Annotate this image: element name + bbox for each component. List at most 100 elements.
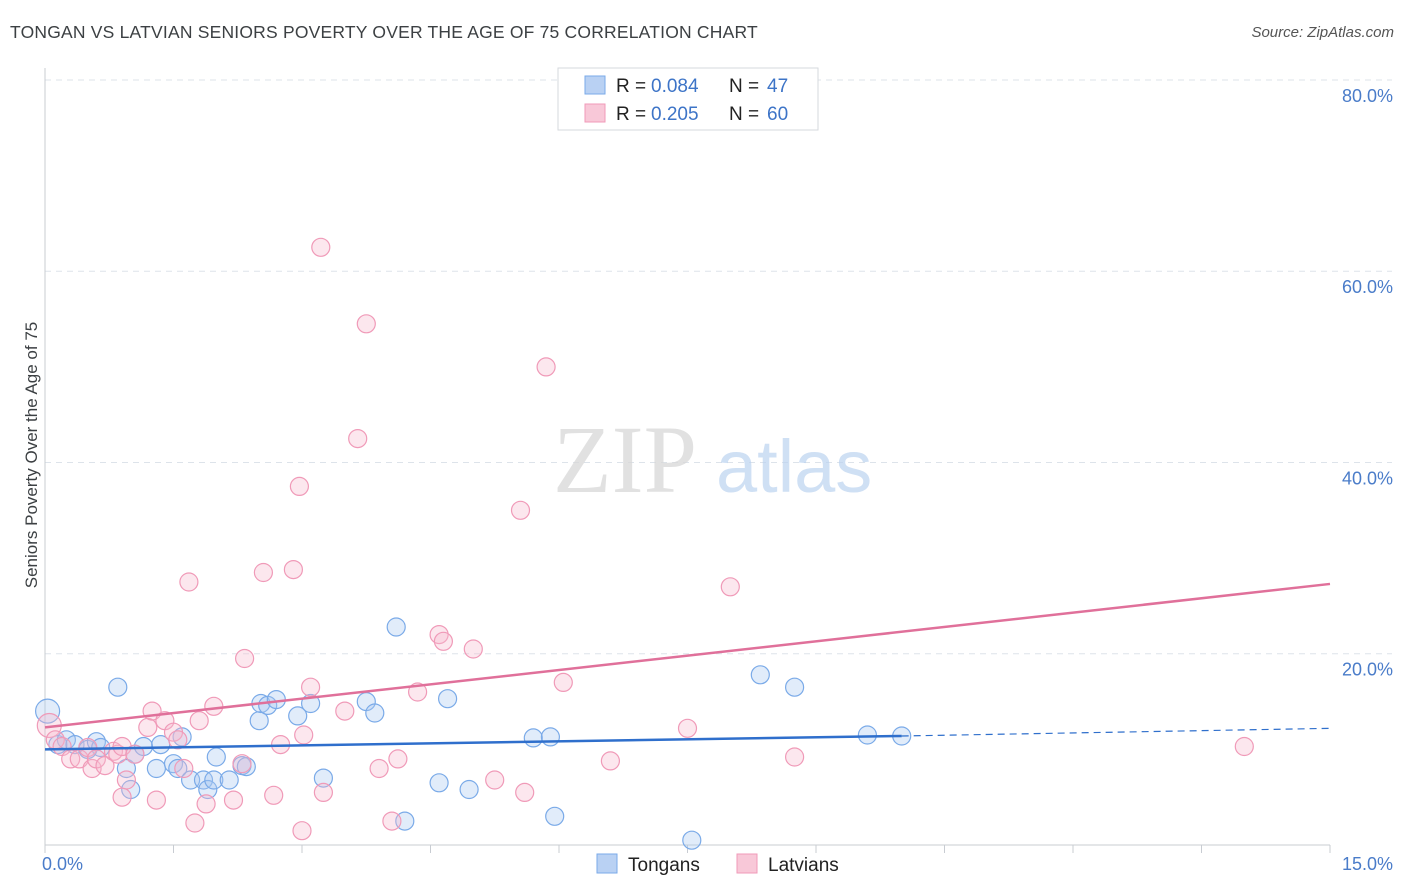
point-latvians-49 xyxy=(510,500,531,520)
point-latvians-53 xyxy=(600,751,621,771)
point-latvians-54 xyxy=(677,718,698,738)
point-latvians-50 xyxy=(515,782,535,803)
legend-n-value-latvians: 60 xyxy=(767,104,788,125)
point-latvians-36 xyxy=(311,237,331,257)
legend-n-label-latvians: N = xyxy=(729,104,759,125)
point-latvians-20 xyxy=(174,758,194,779)
y-axis-label: Seniors Poverty Over the Age of 75 xyxy=(22,322,41,588)
x-tick-label-max: 15.0% xyxy=(1342,854,1393,874)
series-legend-swatch-tongans xyxy=(596,853,618,874)
point-tongans-19 xyxy=(198,779,218,800)
point-latvians-51 xyxy=(536,357,556,377)
point-latvians-56 xyxy=(784,747,805,767)
x-tick-label-min: 0.0% xyxy=(42,854,83,874)
point-tongans-41 xyxy=(545,806,565,826)
legend-r-label-tongans: R = xyxy=(616,76,646,97)
grid-lines xyxy=(45,79,1392,655)
point-latvians-26 xyxy=(223,790,244,810)
point-latvians-34 xyxy=(292,821,312,841)
legend-n-value-tongans: 47 xyxy=(767,76,788,97)
legend-r-label-latvians: R = xyxy=(616,104,646,125)
watermark: ZIP atlas xyxy=(553,406,872,513)
x-tick-labels: 0.0% 15.0% xyxy=(42,854,1393,874)
point-tongans-38 xyxy=(459,779,479,800)
point-tongans-45 xyxy=(857,725,878,745)
legend-n-label-tongans: N = xyxy=(729,76,759,97)
point-tongans-8 xyxy=(116,758,137,779)
point-latvians-43 xyxy=(388,749,408,769)
x-ticks xyxy=(44,845,1331,853)
point-latvians-40 xyxy=(369,758,389,779)
point-latvians-16 xyxy=(146,790,166,810)
point-tongans-44 xyxy=(784,677,805,697)
legend-r-value-latvians: 0.205 xyxy=(651,104,699,125)
point-latvians-38 xyxy=(335,701,355,721)
data-points xyxy=(34,237,1254,850)
point-latvians-55 xyxy=(720,577,740,597)
point-tongans-12 xyxy=(146,758,166,779)
watermark-atlas: atlas xyxy=(716,425,872,508)
point-latvians-27 xyxy=(232,754,252,774)
legend-r-value-tongans: 0.084 xyxy=(651,76,699,97)
point-latvians-37 xyxy=(313,782,333,803)
trend-lines xyxy=(44,582,1331,751)
point-latvians-39 xyxy=(356,314,376,334)
y-tick-labels: 20.0% 40.0% 60.0% 80.0% xyxy=(1342,86,1393,680)
trend-line-tongans-extension xyxy=(901,727,1331,737)
point-tongans-39 xyxy=(523,728,543,748)
point-tongans-40 xyxy=(540,727,561,747)
series-legend-label-tongans: Tongans xyxy=(628,855,700,876)
point-latvians-46 xyxy=(433,631,453,651)
point-latvians-47 xyxy=(463,639,483,659)
point-latvians-57 xyxy=(1234,736,1254,757)
point-tongans-33 xyxy=(365,703,385,723)
point-tongans-20 xyxy=(204,770,224,790)
point-tongans-29 xyxy=(288,706,308,726)
series-legend: Tongans Latvians xyxy=(596,853,839,876)
point-tongans-37 xyxy=(438,689,458,709)
point-tongans-22 xyxy=(219,770,239,790)
y-tick-label-40: 40.0% xyxy=(1342,468,1393,488)
point-latvians-48 xyxy=(485,770,505,790)
point-latvians-32 xyxy=(283,559,303,580)
series-legend-swatch-latvians xyxy=(736,853,758,874)
y-tick-label-20: 20.0% xyxy=(1342,660,1393,680)
point-latvians-42 xyxy=(382,811,402,831)
point-tongans-34 xyxy=(386,617,406,637)
point-latvians-19 xyxy=(168,730,188,750)
point-tongans-15 xyxy=(168,758,188,779)
chart-source: Source: ZipAtlas.com xyxy=(1251,24,1394,41)
point-latvians-22 xyxy=(185,813,205,833)
point-latvians-41 xyxy=(348,429,368,449)
trend-line-tongans xyxy=(44,734,902,751)
point-tongans-31 xyxy=(313,768,333,788)
point-tongans-36 xyxy=(429,773,449,793)
point-tongans-18 xyxy=(193,770,214,790)
point-latvians-24 xyxy=(196,794,216,814)
watermark-zip: ZIP xyxy=(553,406,697,513)
point-latvians-28 xyxy=(235,648,255,669)
legend-swatch-latvians xyxy=(584,103,606,123)
point-latvians-30 xyxy=(264,785,284,805)
point-latvians-8 xyxy=(95,755,115,776)
point-latvians-12 xyxy=(116,770,137,790)
series-legend-label-latvians: Latvians xyxy=(768,855,839,876)
point-latvians-13 xyxy=(125,744,145,764)
point-latvians-59 xyxy=(112,787,132,807)
point-latvians-33 xyxy=(289,476,309,496)
legend-swatch-tongans xyxy=(584,75,606,95)
point-tongans-21 xyxy=(206,747,226,767)
point-tongans-0 xyxy=(34,698,61,724)
y-tick-label-60: 60.0% xyxy=(1342,277,1393,297)
chart-title: TONGAN VS LATVIAN SENIORS POVERTY OVER T… xyxy=(10,22,758,42)
point-latvians-21 xyxy=(179,572,199,592)
point-latvians-29 xyxy=(253,562,273,583)
point-tongans-7 xyxy=(108,677,128,697)
point-tongans-28 xyxy=(266,689,286,710)
legend-box: R = 0.084 N = 47 R = 0.205 N = 60 xyxy=(557,67,819,131)
y-tick-label-80: 80.0% xyxy=(1342,86,1393,106)
point-latvians-23 xyxy=(189,711,209,731)
point-latvians-25 xyxy=(204,696,224,716)
point-tongans-25 xyxy=(249,711,269,731)
